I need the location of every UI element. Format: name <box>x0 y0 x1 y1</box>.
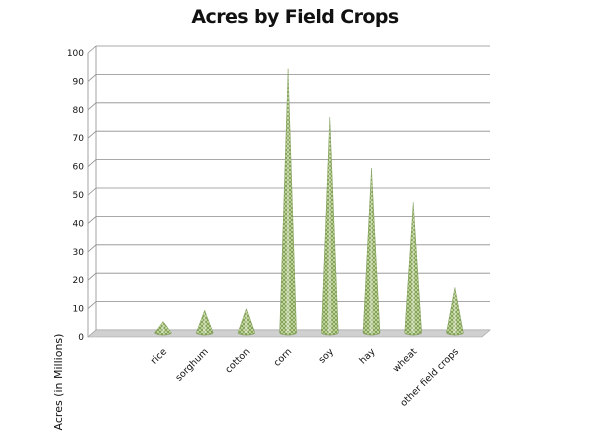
bar-hay <box>362 168 381 336</box>
bar-highlight <box>202 310 207 333</box>
bar-cone <box>279 68 297 336</box>
x-tick-label: wheat <box>391 346 420 375</box>
gridline-side <box>87 244 97 253</box>
bar-wheat <box>404 202 422 336</box>
bar-sorghum <box>195 309 214 336</box>
gridline-side <box>87 74 97 82</box>
x-tick-label: cotton <box>223 346 252 375</box>
y-tick-label: 80 <box>73 106 85 116</box>
gridline-side <box>87 130 97 139</box>
bar-soy <box>321 116 339 336</box>
gridline-side <box>87 45 97 54</box>
x-tick-label: hay <box>357 346 377 366</box>
bar-other-field-crops <box>446 287 464 336</box>
bar-cone <box>404 202 422 336</box>
chart-title: Acres by Field Crops <box>191 6 399 28</box>
bars <box>154 68 464 336</box>
y-tick-label: 30 <box>73 248 85 258</box>
y-axis: 0 10 20 30 40 50 60 70 80 90 100 <box>67 49 84 343</box>
gridline-side <box>87 187 97 196</box>
x-tick-label: sorghum <box>173 346 210 383</box>
bar-cone <box>362 168 381 336</box>
x-tick-label: corn <box>272 346 294 368</box>
y-tick-label: 40 <box>73 219 85 229</box>
y-tick-label: 50 <box>73 191 85 201</box>
bar-cone <box>195 309 214 336</box>
y-tick-label: 100 <box>67 49 84 59</box>
bar-cone <box>321 116 339 336</box>
y-tick-label: 70 <box>73 134 85 144</box>
y-tick-label: 20 <box>73 276 85 286</box>
bar-rice <box>154 321 172 336</box>
bar-highlight <box>286 68 290 333</box>
bar-corn <box>279 68 297 336</box>
bar-highlight <box>161 321 165 333</box>
bar-cotton <box>237 308 256 336</box>
bar-highlight <box>327 117 332 333</box>
gridline-side <box>87 159 97 167</box>
y-tick-label: 60 <box>73 163 85 173</box>
bar-cone <box>154 321 172 336</box>
bar-highlight <box>244 308 248 333</box>
bar-highlight <box>452 287 457 333</box>
x-tick-label: rice <box>149 346 169 366</box>
y-tick-label: 90 <box>73 77 85 87</box>
bar-highlight <box>411 202 415 333</box>
bar-cone <box>237 308 256 336</box>
y-tick-label: 0 <box>78 333 84 343</box>
x-tick-label: soy <box>317 346 337 366</box>
gridline-side <box>87 272 97 281</box>
chart-plot: 0 10 20 30 40 50 60 70 80 90 100 rice sorghum cotton… <box>67 45 491 408</box>
chart-root: Acres by Field Crops Acres (in Millions)… <box>52 6 491 430</box>
gridline-side <box>87 301 97 309</box>
gridline-side <box>87 216 97 224</box>
gridline-side <box>87 102 97 111</box>
bar-highlight <box>369 168 373 333</box>
y-tick-label: 10 <box>73 305 85 315</box>
bar-cone <box>446 287 464 336</box>
